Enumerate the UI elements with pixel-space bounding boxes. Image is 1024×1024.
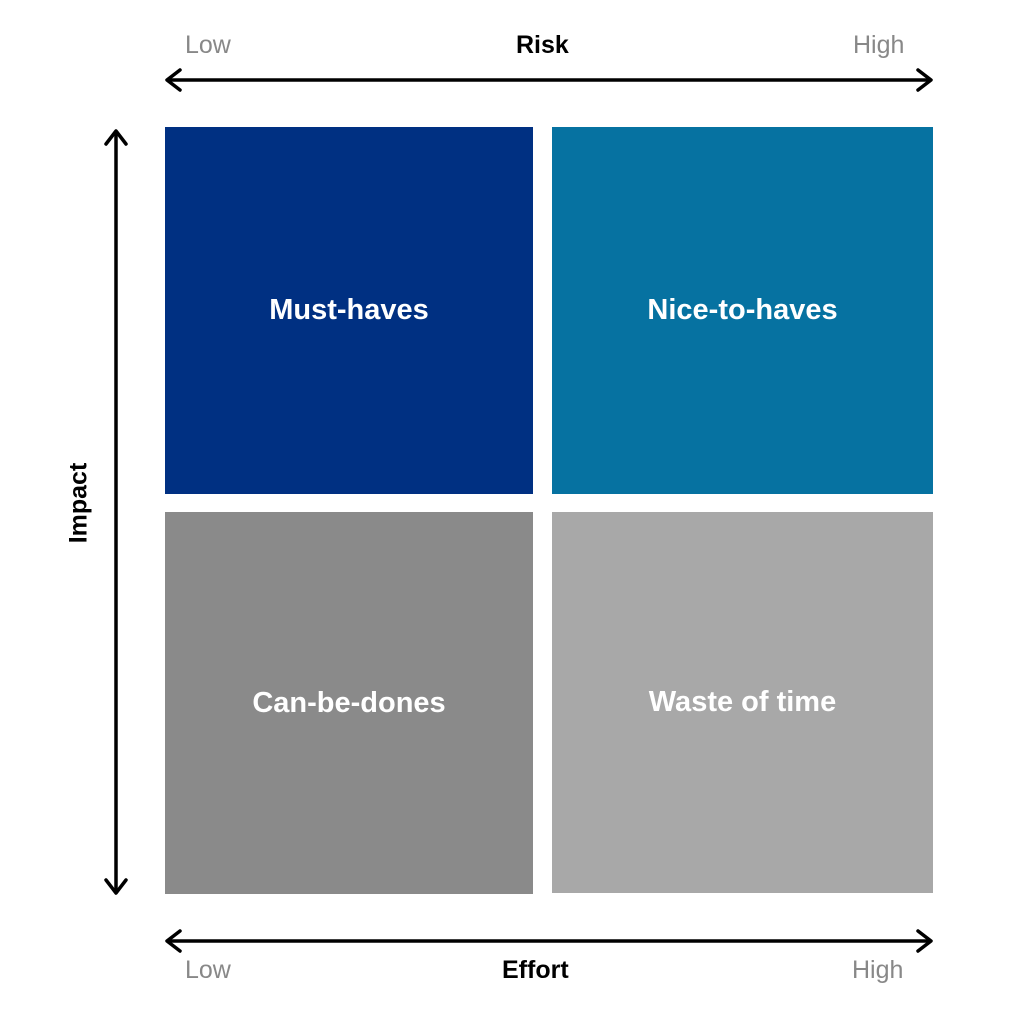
quadrant-must-haves: Must-haves — [165, 127, 533, 494]
risk-high-label: High — [853, 31, 905, 59]
impact-axis-title: Impact — [64, 462, 93, 544]
quadrant-label-must-haves: Must-haves — [269, 294, 429, 326]
quadrant-label-waste-of-time: Waste of time — [648, 686, 837, 718]
impact-axis-arrow — [104, 129, 128, 895]
quadrant-can-be-dones: Can-be-dones — [165, 512, 533, 894]
risk-axis-arrow — [165, 68, 933, 92]
effort-axis-title: Effort — [502, 956, 569, 984]
quadrant-waste-of-time: Waste of time — [552, 512, 933, 893]
quadrant-label-nice-to-haves: Nice-to-haves — [647, 294, 838, 326]
effort-high-label: High — [852, 956, 904, 984]
quadrant-label-can-be-dones: Can-be-dones — [252, 686, 446, 719]
quadrant-nice-to-haves: Nice-to-haves — [552, 127, 933, 494]
risk-axis-title: Risk — [516, 31, 569, 59]
risk-low-label: Low — [185, 31, 231, 59]
effort-low-label: Low — [185, 956, 231, 984]
effort-axis-arrow — [165, 929, 933, 953]
